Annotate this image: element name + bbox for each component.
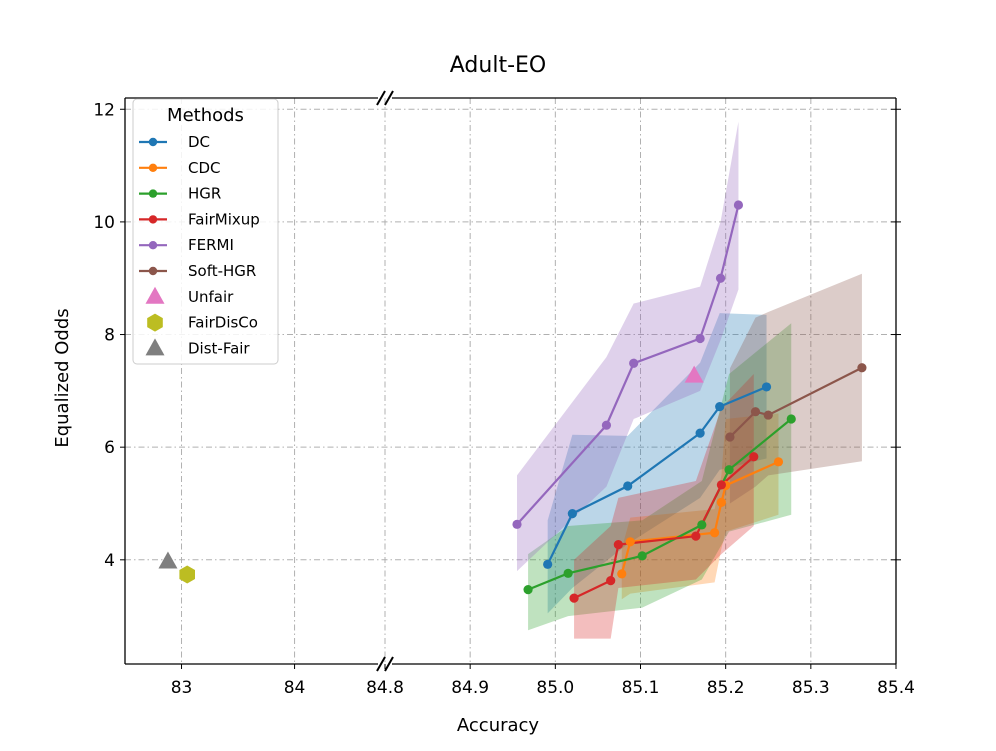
point-hgr <box>637 551 647 561</box>
y-tick-label: 6 <box>104 438 115 458</box>
point-fermi <box>695 333 705 344</box>
x-tick-label: 85.2 <box>707 678 745 698</box>
x-tick-label: 85.1 <box>622 678 660 698</box>
point-soft-hgr <box>750 407 761 417</box>
y-axis-label: Equalized Odds <box>52 308 73 447</box>
point-cdc <box>617 569 627 579</box>
legend-label-fairdisco: FairDisCo <box>188 314 258 332</box>
axis-break-mark <box>376 90 386 106</box>
legend-marker-fairdisco <box>147 313 163 332</box>
point-cdc <box>773 457 784 467</box>
legend-marker-hgr <box>148 189 158 198</box>
point-dc <box>761 382 772 392</box>
axis-break-mark <box>376 656 386 672</box>
point-hgr <box>563 568 573 578</box>
legend-label-fermi: FERMI <box>188 236 234 254</box>
legend-box <box>132 98 279 365</box>
x-tick-label: 83 <box>171 678 193 698</box>
point-fermi <box>715 273 726 283</box>
axis-break-mark <box>384 90 394 106</box>
legend-marker-soft-hgr <box>148 266 158 276</box>
point-dc <box>715 402 725 412</box>
axes <box>120 90 901 672</box>
x-tick-label: 84 <box>284 678 306 698</box>
x-tick-label: 84.8 <box>366 678 404 698</box>
line-fermi <box>516 204 740 526</box>
point-soft-hgr <box>725 432 735 442</box>
point-fermi <box>601 420 612 430</box>
chart-title: Adult-EO <box>450 53 546 78</box>
point-fairmixup <box>613 540 623 550</box>
x-tick-label: 85.0 <box>536 678 574 698</box>
legend-marker-fairmixup <box>148 215 158 224</box>
point-fairdisco <box>179 565 195 584</box>
line-dc <box>546 385 767 565</box>
legend-label-hgr: HGR <box>188 185 221 203</box>
point-fairmixup <box>716 480 727 490</box>
point-hgr <box>523 585 533 595</box>
legend-marker-unfair <box>145 286 165 304</box>
point-fairmixup <box>569 593 579 603</box>
band-cdc <box>621 413 779 600</box>
legend-marker-dist-fair <box>145 338 165 356</box>
point-fermi <box>629 358 639 368</box>
y-tick-label: 10 <box>93 213 115 233</box>
point-soft-hgr <box>857 363 867 373</box>
point-fermi <box>733 200 744 210</box>
legend-marker-dc <box>148 137 158 147</box>
point-soft-hgr <box>763 410 773 420</box>
y-tick-label: 12 <box>93 100 115 120</box>
point-fairmixup <box>691 531 701 541</box>
legend-marker-cdc <box>148 163 158 172</box>
legend-label-fairmixup: FairMixup <box>188 210 260 228</box>
data-points <box>158 200 867 603</box>
point-dc <box>567 509 577 519</box>
band-hgr <box>528 323 792 631</box>
axis-break-mark <box>384 656 394 672</box>
x-tick-label: 84.9 <box>451 678 489 698</box>
band-fermi <box>517 121 739 572</box>
point-cdc <box>716 497 727 507</box>
line-hgr <box>527 418 792 591</box>
tick-labels: 83 84 84.8 84.9 85.0 85.1 85.2 85.3 85.4 4 6 8 10 12 <box>93 100 915 698</box>
line-soft-hgr <box>729 366 863 438</box>
point-hgr <box>697 520 707 530</box>
legend-label-cdc: CDC <box>188 159 221 177</box>
point-cdc <box>625 537 635 547</box>
point-unfair <box>684 365 704 383</box>
x-tick-label: 85.4 <box>877 678 915 698</box>
legend-label-soft-hgr: Soft-HGR <box>188 262 256 280</box>
y-tick-label: 4 <box>104 551 115 571</box>
error-bands <box>517 121 862 639</box>
point-fermi <box>512 519 522 529</box>
point-hgr <box>786 414 796 424</box>
point-dc <box>695 428 705 438</box>
legend-label-dc: DC <box>188 133 210 151</box>
legend-title: Methods <box>167 105 244 126</box>
point-dist-fair <box>158 551 178 569</box>
band-soft-hgr <box>729 273 862 504</box>
legend-label-dist-fair: Dist-Fair <box>188 339 250 357</box>
series-lines <box>516 204 863 600</box>
y-tick-label: 8 <box>104 326 115 346</box>
point-cdc <box>709 528 720 538</box>
point-dc <box>623 481 633 491</box>
x-axis-label: Accuracy <box>457 715 540 736</box>
legend-label-unfair: Unfair <box>188 288 234 306</box>
x-tick-label: 85.3 <box>792 678 830 698</box>
point-fairmixup <box>749 452 759 462</box>
legend: Methods DC CDC HGR FairMixup FERMI Soft-HGR Unf… <box>132 98 279 365</box>
point-dc <box>543 559 553 569</box>
line-cdc <box>620 460 779 575</box>
point-fairmixup <box>606 576 616 586</box>
line-fairmixup <box>573 455 755 600</box>
legend-marker-fermi <box>148 241 158 250</box>
point-hgr <box>724 465 734 475</box>
